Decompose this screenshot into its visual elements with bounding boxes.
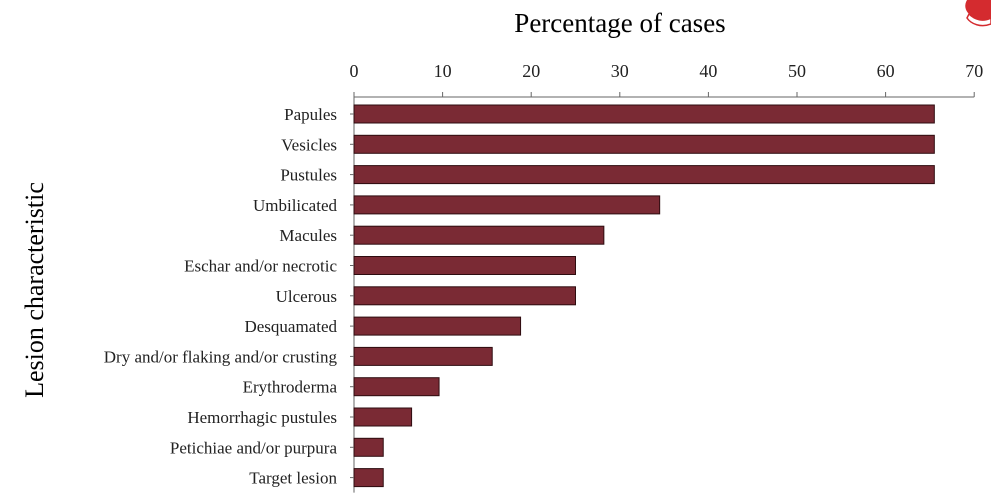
bar xyxy=(353,104,935,124)
x-tick-group: 0 10 20 30 40 50 60 70 xyxy=(350,61,983,97)
chart-title: Percentage of cases xyxy=(514,8,725,38)
x-tick-label: 70 xyxy=(965,61,983,81)
category-label: Eschar and/or necrotic xyxy=(184,257,337,276)
bar xyxy=(353,346,493,366)
bar xyxy=(353,468,384,488)
category-label: Papules xyxy=(284,105,337,124)
category-label: Pustules xyxy=(280,166,337,185)
bar xyxy=(353,316,522,336)
x-tick-label: 10 xyxy=(434,61,452,81)
bar xyxy=(353,286,576,306)
x-tick-label: 40 xyxy=(699,61,717,81)
y-axis-label: Lesion characteristic xyxy=(20,182,49,398)
bar xyxy=(353,377,440,397)
category-label: Petichiae and/or purpura xyxy=(170,438,338,457)
corner-logo-fragment xyxy=(965,0,991,27)
x-tick-label: 30 xyxy=(611,61,629,81)
category-label: Target lesion xyxy=(249,469,337,488)
category-label: Erythroderma xyxy=(243,378,338,397)
bar xyxy=(353,134,935,154)
category-label-group: Papules Vesicles Pustules Umbilicated Macule… xyxy=(104,105,338,488)
category-label: Hemorrhagic pustules xyxy=(187,408,337,427)
bars-group xyxy=(350,104,935,488)
bar xyxy=(353,225,605,245)
category-label: Desquamated xyxy=(244,317,337,336)
category-label: Dry and/or flaking and/or crusting xyxy=(104,347,338,366)
category-label: Vesicles xyxy=(281,135,337,154)
bar xyxy=(353,407,413,427)
category-label: Umbilicated xyxy=(253,196,338,215)
x-tick-label: 20 xyxy=(522,61,540,81)
category-label: Ulcerous xyxy=(276,287,337,306)
bar xyxy=(353,256,576,275)
bar xyxy=(353,165,935,185)
bar xyxy=(353,195,661,215)
x-tick-label: 50 xyxy=(788,61,806,81)
category-label: Macules xyxy=(279,226,337,245)
bar xyxy=(353,437,384,457)
x-tick-label: 60 xyxy=(877,61,895,81)
x-tick-label: 0 xyxy=(350,61,359,81)
